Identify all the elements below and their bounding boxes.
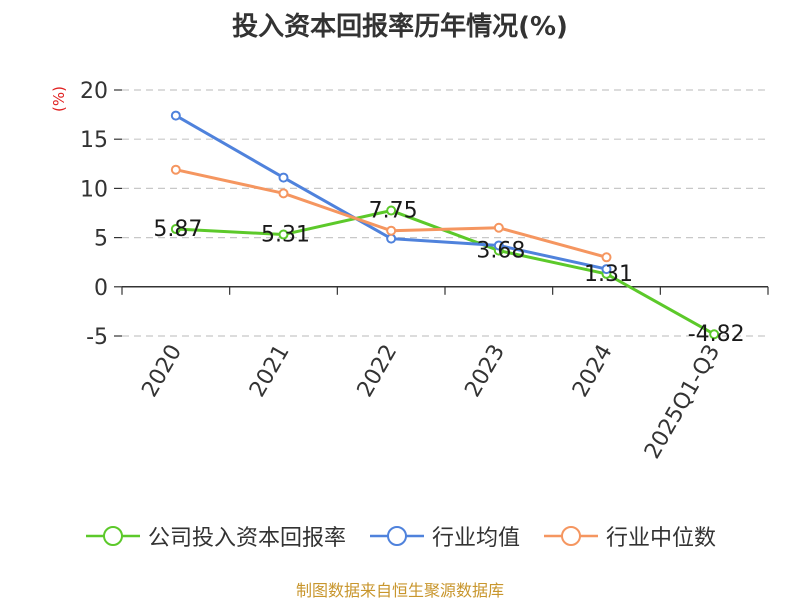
data-point-marker <box>386 225 397 236</box>
data-label: 3.68 <box>476 239 525 264</box>
data-point-marker <box>278 172 289 183</box>
data-point-marker <box>601 252 612 263</box>
legend-label: 行业均值 <box>431 526 520 551</box>
data-point-marker <box>709 329 720 340</box>
data-point-marker <box>170 164 181 175</box>
data-label: 7.75 <box>369 199 418 224</box>
x-tick-label: 2025Q1-Q3 <box>640 341 725 464</box>
legend-line-icon <box>544 526 598 546</box>
data-point-marker <box>386 233 397 244</box>
series-lines <box>170 110 720 340</box>
chart-title: 投入资本回报率历年情况(%) <box>232 12 568 42</box>
data-point-marker <box>493 222 504 233</box>
x-tick-label: 2020 <box>137 341 187 402</box>
y-tick-label: -5 <box>86 325 108 350</box>
data-point-marker <box>278 229 289 240</box>
data-point-marker <box>386 205 397 216</box>
data-point-marker <box>601 264 612 275</box>
y-tick-label: 0 <box>94 276 108 301</box>
legend-label: 公司投入资本回报率 <box>147 526 346 551</box>
data-source-note: 制图数据来自恒生聚源数据库 <box>295 581 504 600</box>
grid-lines <box>122 89 768 337</box>
data-labels: 5.87 5.31 7.75 3.68 1.31 -4.82 <box>153 199 744 348</box>
legend-item-industry-mean[interactable]: 行业均值 <box>368 520 520 552</box>
data-label: 5.31 <box>261 223 310 248</box>
data-point-marker <box>170 110 181 121</box>
legend: 公司投入资本回报率 行业均值 行业中位数 <box>0 520 800 552</box>
legend-line-icon <box>85 526 140 546</box>
x-tick-label: 2022 <box>353 341 403 402</box>
legend-line-icon <box>369 526 424 546</box>
data-point-marker <box>493 240 504 251</box>
legend-item-industry-median[interactable]: 行业中位数 <box>542 520 716 552</box>
data-label: 1.31 <box>584 262 633 287</box>
legend-label: 行业中位数 <box>606 526 717 551</box>
y-tick-label: 15 <box>80 128 108 153</box>
data-label: 5.87 <box>153 217 202 242</box>
y-tick-label: 5 <box>94 227 108 252</box>
x-tick-label: 2023 <box>460 341 510 402</box>
x-tick-label: 2021 <box>245 341 295 402</box>
data-label: -4.82 <box>688 322 745 347</box>
x-tick-label: 2024 <box>568 341 618 402</box>
y-tick-label: 20 <box>80 79 108 104</box>
data-point-marker <box>278 188 289 199</box>
data-point-marker <box>170 224 181 235</box>
legend-item-company[interactable]: 公司投入资本回报率 <box>84 520 346 552</box>
y-tick-label: 10 <box>80 177 108 202</box>
